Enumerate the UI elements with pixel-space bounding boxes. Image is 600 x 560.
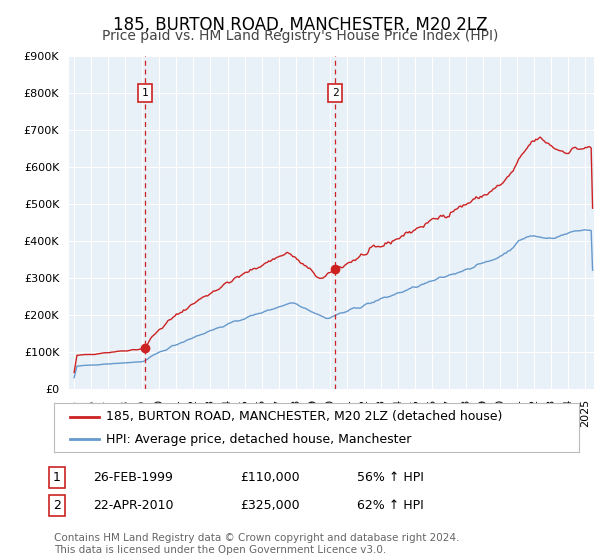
Text: 26-FEB-1999: 26-FEB-1999 — [93, 470, 173, 484]
Text: 62% ↑ HPI: 62% ↑ HPI — [357, 498, 424, 512]
Text: 56% ↑ HPI: 56% ↑ HPI — [357, 470, 424, 484]
Text: 185, BURTON ROAD, MANCHESTER, M20 2LZ: 185, BURTON ROAD, MANCHESTER, M20 2LZ — [113, 16, 487, 34]
Text: HPI: Average price, detached house, Manchester: HPI: Average price, detached house, Manc… — [107, 433, 412, 446]
Text: 1: 1 — [53, 470, 61, 484]
Text: 2: 2 — [53, 498, 61, 512]
Text: 22-APR-2010: 22-APR-2010 — [93, 498, 173, 512]
Text: 2: 2 — [332, 88, 338, 98]
Text: Price paid vs. HM Land Registry's House Price Index (HPI): Price paid vs. HM Land Registry's House … — [102, 29, 498, 43]
Text: 1: 1 — [142, 88, 148, 98]
Text: £325,000: £325,000 — [240, 498, 299, 512]
Text: £110,000: £110,000 — [240, 470, 299, 484]
Text: 185, BURTON ROAD, MANCHESTER, M20 2LZ (detached house): 185, BURTON ROAD, MANCHESTER, M20 2LZ (d… — [107, 410, 503, 423]
Text: Contains HM Land Registry data © Crown copyright and database right 2024.
This d: Contains HM Land Registry data © Crown c… — [54, 533, 460, 555]
